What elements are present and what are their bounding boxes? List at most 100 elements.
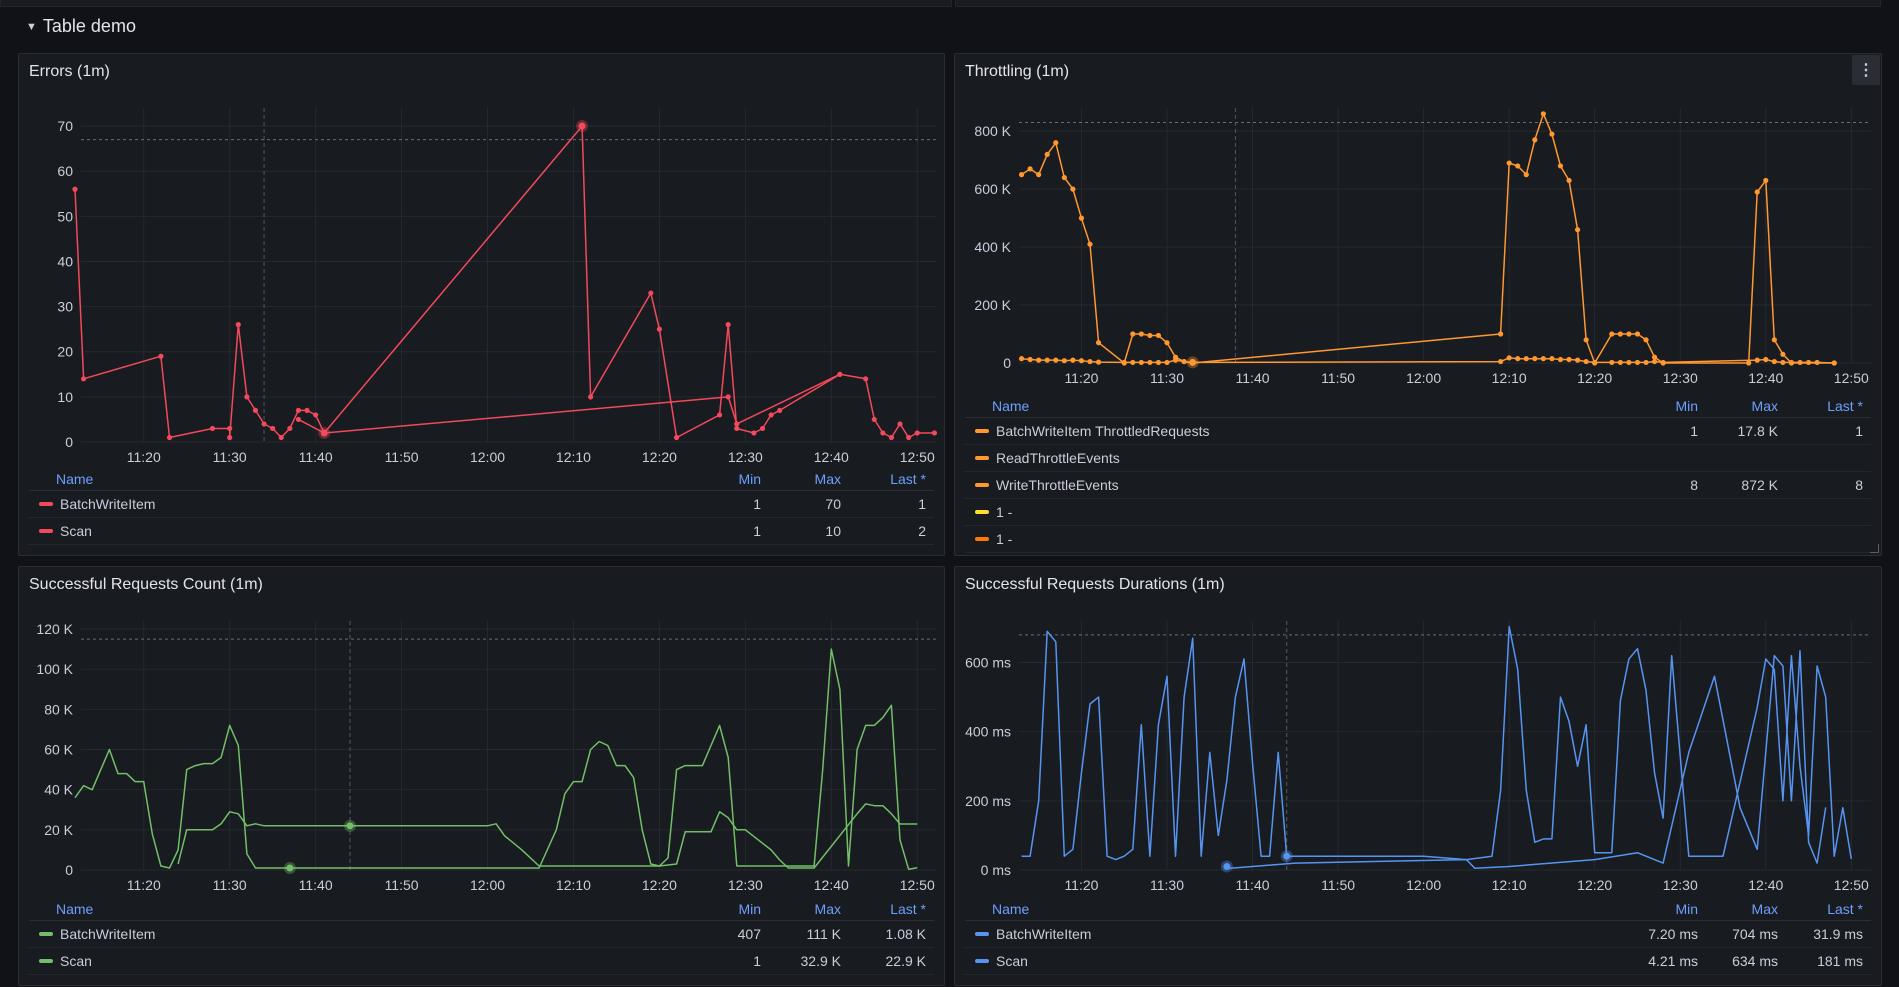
data-point <box>209 425 216 432</box>
legend-series-name[interactable]: ReadThrottleEvents <box>965 450 1618 466</box>
legend-series-name[interactable]: Scan <box>29 953 681 969</box>
legend-row[interactable]: WriteThrottleEvents 8 872 K 8 <box>965 472 1871 499</box>
panel-title: Errors (1m) <box>29 63 110 80</box>
legend-series-name[interactable]: BatchWriteItem <box>29 926 681 942</box>
legend-header-min[interactable]: Min <box>1675 901 1698 917</box>
data-point <box>1078 215 1085 221</box>
legend-header-name[interactable]: Name <box>992 398 1030 414</box>
y-tick-label: 70 <box>57 118 73 134</box>
data-point <box>1061 174 1067 181</box>
legend-series-name[interactable]: 1 - <box>965 531 1618 547</box>
data-point <box>1574 227 1581 233</box>
legend-row[interactable]: BatchWriteItem 1 70 1 <box>29 491 934 518</box>
legend-color-swatch <box>39 932 53 936</box>
data-point <box>1053 357 1059 363</box>
data-point <box>227 425 233 432</box>
legend-series-label: BatchWriteItem <box>60 496 156 512</box>
legend-header-name[interactable]: Name <box>56 901 94 917</box>
legend-row[interactable]: 1 - <box>965 499 1871 526</box>
legend-header: Name Min Max Last * <box>965 898 1871 921</box>
data-point <box>313 412 319 418</box>
data-point <box>906 434 912 441</box>
legend-row[interactable]: Scan 1 10 2 <box>29 518 934 545</box>
legend-series-name[interactable]: Scan <box>29 523 681 539</box>
data-point <box>1164 340 1170 346</box>
legend-color-swatch <box>39 502 53 506</box>
legend-header-min[interactable]: Min <box>738 901 761 917</box>
legend-value-min: 1 <box>753 496 761 512</box>
panel-successful-requests-durations[interactable]: Successful Requests Durations (1m) 0 ms 2… <box>954 566 1882 986</box>
data-point <box>1557 163 1564 169</box>
data-point <box>1121 359 1127 366</box>
x-tick-label: 12:20 <box>1577 877 1612 893</box>
legend-series-label: BatchWriteItem ThrottledRequests <box>996 423 1210 439</box>
y-tick-label: 0 <box>65 434 73 450</box>
data-point <box>1634 331 1641 337</box>
legend-header-min[interactable]: Min <box>1675 398 1698 414</box>
legend-header-max[interactable]: Max <box>814 901 841 917</box>
legend-series-name[interactable]: BatchWriteItem <box>965 926 1618 942</box>
successful-requests-durations-chart[interactable]: 0 ms 200 ms 400 ms 600 ms 11:20 11:30 11:40 11:… <box>955 567 1881 898</box>
legend-header-max[interactable]: Max <box>1751 398 1778 414</box>
legend-row[interactable]: Scan 4.21 ms 634 ms 181 ms <box>965 948 1871 975</box>
legend-series-name[interactable]: Scan <box>965 953 1618 969</box>
legend-header-last[interactable]: Last * <box>890 471 926 487</box>
series-line-batchwriteitem <box>74 648 918 870</box>
data-point <box>734 421 740 427</box>
resize-handle[interactable] <box>1870 544 1879 553</box>
data-point <box>1651 358 1658 365</box>
data-point <box>1181 358 1187 365</box>
panel-throttling[interactable]: Throttling (1m) ⋮ 0 200 K 400 K 600 K 800 K 1… <box>954 53 1882 556</box>
x-tick-label: 11:30 <box>213 449 247 465</box>
throttling-chart[interactable]: 0 200 K 400 K 600 K 800 K 11:20 11:30 11:40 11:5… <box>955 54 1881 395</box>
legend-color-swatch <box>975 483 989 487</box>
legend-header-name[interactable]: Name <box>56 471 94 487</box>
legend-value-min: 7.20 ms <box>1648 926 1698 942</box>
legend-color-swatch <box>975 537 989 541</box>
legend-row[interactable]: ReadThrottleEvents <box>965 445 1871 472</box>
legend-value-last: 1 <box>918 496 926 512</box>
data-point <box>725 394 731 400</box>
data-point <box>673 434 680 441</box>
data-point <box>1788 359 1795 366</box>
successful-requests-count-chart[interactable]: 0 20 K 40 K 60 K 80 K 100 K 120 K 11:20 11:30 11:… <box>19 567 944 898</box>
legend-header-min[interactable]: Min <box>738 471 761 487</box>
panel-errors[interactable]: Errors (1m) 0 10 20 30 40 50 60 70 11:20 11:30 11:… <box>18 53 945 556</box>
legend-value-min: 1 <box>1690 423 1698 439</box>
y-tick-label: 0 <box>1003 355 1011 371</box>
data-point <box>1831 360 1837 366</box>
x-tick-label: 12:00 <box>470 449 505 465</box>
legend-header-max[interactable]: Max <box>1751 901 1778 917</box>
legend-row[interactable]: BatchWriteItem 407 111 K 1.08 K <box>29 921 934 948</box>
kebab-menu-icon[interactable]: ⋮ <box>1852 55 1880 85</box>
data-point <box>1087 358 1093 365</box>
legend-value-min: 1 <box>753 953 761 969</box>
errors-chart[interactable]: 0 10 20 30 40 50 60 70 11:20 11:30 11:40 11:50 12:00… <box>19 54 944 468</box>
panel-successful-requests-count[interactable]: Successful Requests Count (1m) 0 20 K 40 K… <box>18 566 945 986</box>
data-point <box>1532 356 1538 362</box>
legend-row[interactable]: BatchWriteItem 7.20 ms 704 ms 31.9 ms <box>965 921 1871 948</box>
data-point <box>1018 356 1025 362</box>
x-tick-label: 11:20 <box>1064 877 1098 893</box>
hover-point <box>578 122 586 130</box>
data-point <box>158 353 164 359</box>
legend-header-last[interactable]: Last * <box>1827 398 1863 414</box>
legend-row[interactable]: 1 - <box>965 526 1871 553</box>
legend-header-last[interactable]: Last * <box>890 901 926 917</box>
legend-series-name[interactable]: BatchWriteItem ThrottledRequests <box>965 423 1618 439</box>
y-tick-label: 600 K <box>974 181 1011 197</box>
legend-header-name[interactable]: Name <box>992 901 1030 917</box>
x-tick-label: 12:00 <box>1406 370 1441 386</box>
legend-row[interactable]: BatchWriteItem ThrottledRequests 1 17.8 K 1 <box>965 418 1871 445</box>
legend-row[interactable]: Scan 1 32.9 K 22.9 K <box>29 948 934 975</box>
legend-series-name[interactable]: 1 - <box>965 504 1618 520</box>
legend-header-max[interactable]: Max <box>814 471 841 487</box>
legend-header-last[interactable]: Last * <box>1827 901 1863 917</box>
legend-series-label: BatchWriteItem <box>60 926 156 942</box>
data-point <box>914 430 920 436</box>
x-tick-label: 12:30 <box>728 449 763 465</box>
y-tick-label: 80 K <box>44 701 73 717</box>
row-header-table-demo[interactable]: ▼ Table demo <box>26 14 136 38</box>
legend-series-name[interactable]: WriteThrottleEvents <box>965 477 1618 493</box>
legend-series-name[interactable]: BatchWriteItem <box>29 496 681 512</box>
